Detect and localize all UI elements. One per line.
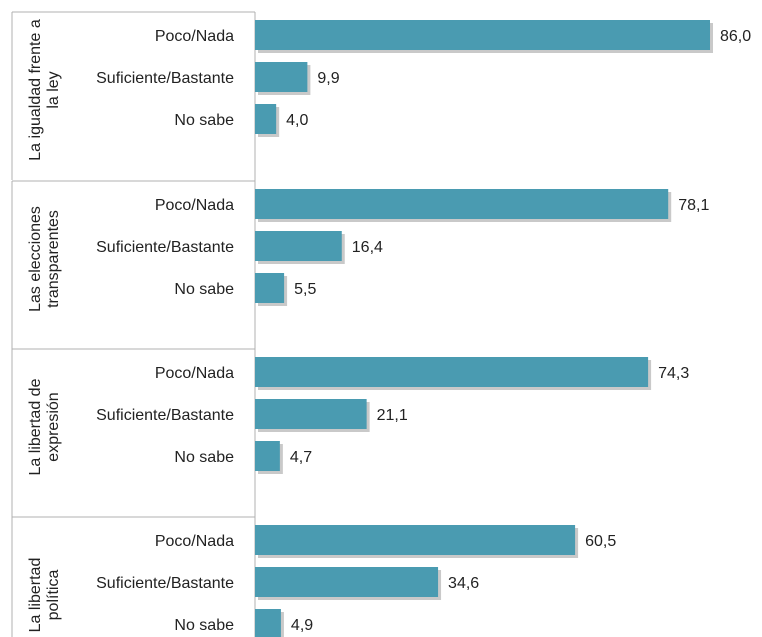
bar xyxy=(255,609,281,637)
group-label: La libertadpolítica xyxy=(27,558,62,633)
bar xyxy=(255,399,367,429)
category-label: Suficiente/Bastante xyxy=(96,407,234,424)
group-label-line: política xyxy=(45,570,62,621)
group-label: Las eleccionestransparentes xyxy=(27,206,62,312)
value-label: 9,9 xyxy=(317,70,339,87)
category-label: Suficiente/Bastante xyxy=(96,239,234,256)
category-label: Poco/Nada xyxy=(155,365,234,382)
value-label: 78,1 xyxy=(678,197,709,214)
value-label: 74,3 xyxy=(658,365,689,382)
category-label: Poco/Nada xyxy=(155,197,234,214)
category-label: Poco/Nada xyxy=(155,533,234,550)
bar xyxy=(255,357,649,387)
value-label: 5,5 xyxy=(294,281,316,298)
group-label-line: transparentes xyxy=(45,210,62,308)
group-label-line: Las elecciones xyxy=(27,206,44,312)
value-label: 4,9 xyxy=(291,617,313,634)
category-label: No sabe xyxy=(174,281,234,298)
value-label: 4,0 xyxy=(286,112,308,129)
value-label: 34,6 xyxy=(448,575,479,592)
value-label: 86,0 xyxy=(720,28,751,45)
group-label-line: expresión xyxy=(45,392,62,461)
bar xyxy=(255,20,710,50)
bar xyxy=(255,273,285,303)
category-label: Suficiente/Bastante xyxy=(96,70,234,87)
value-label: 4,7 xyxy=(290,449,312,466)
category-label: No sabe xyxy=(174,617,234,634)
value-label: 21,1 xyxy=(377,407,408,424)
group-label: La igualdad frente ala ley xyxy=(27,19,62,161)
bar xyxy=(255,567,439,597)
value-label: 60,5 xyxy=(585,533,616,550)
bar xyxy=(255,231,342,261)
category-label: No sabe xyxy=(174,449,234,466)
category-label: Suficiente/Bastante xyxy=(96,575,234,592)
bar xyxy=(255,189,669,219)
bar xyxy=(255,441,280,471)
group-label: La libertad deexpresión xyxy=(27,378,62,475)
value-label: 16,4 xyxy=(352,239,383,256)
bar xyxy=(255,104,277,134)
category-label: No sabe xyxy=(174,112,234,129)
bar xyxy=(255,525,576,555)
bar xyxy=(255,62,308,92)
group-label-line: La igualdad frente a xyxy=(27,19,44,161)
group-label-line: La libertad de xyxy=(27,378,44,475)
group-label-line: la ley xyxy=(45,71,62,108)
group-label-line: La libertad xyxy=(27,558,44,633)
category-label: Poco/Nada xyxy=(155,28,234,45)
